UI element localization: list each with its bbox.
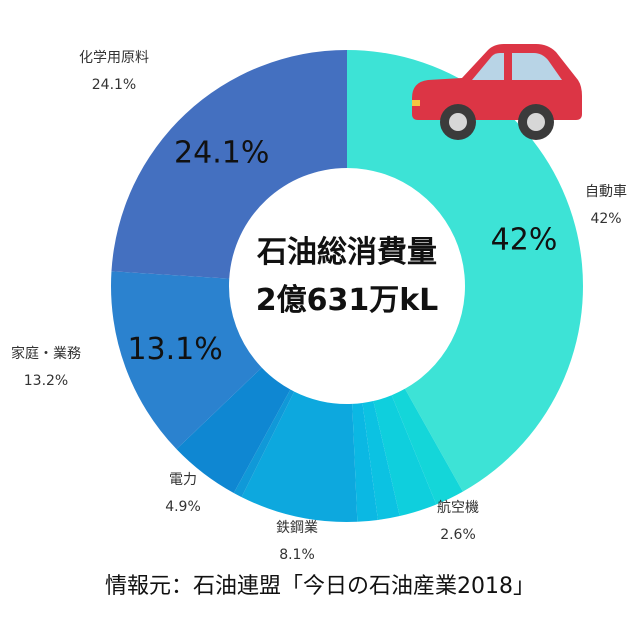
slice-9 [111,50,347,279]
slice-4 [352,402,378,522]
slices-group [111,50,583,522]
slice-name-7: 電力 [169,472,197,488]
labels-group: 42% 自動車 42% 航空機 2.6% 鉄鋼業 8.1% 電力 4.9% 13.1% 家庭・業務 1… [11,50,627,563]
slice-name-2: 航空機 [437,500,479,516]
slice-value-9: 24.1% [92,77,136,93]
slice-value-0: 42% [590,211,621,227]
slice-name-0: 自動車 [585,183,627,200]
source-caption: 情報元：石油連盟「今日の石油産業2018」 [105,574,535,599]
slice-name-5: 鉄鋼業 [276,520,318,536]
car-icon [412,44,582,140]
slice-3 [362,401,400,520]
slice-6 [233,389,295,498]
slice-5 [241,391,358,522]
slice-value-7: 4.9% [165,499,201,515]
slice-inner-label-9: 24.1% [174,136,269,171]
center-total: 2億631万kL [256,283,439,318]
slice-value-5: 8.1% [279,547,315,563]
slice-2 [373,395,437,517]
slice-0 [347,50,583,492]
center-title: 石油総消費量 [256,235,437,270]
slice-value-2: 2.6% [440,527,476,543]
slice-7 [176,367,291,494]
slice-value-8: 13.2% [24,373,68,389]
slice-inner-label-8: 13.1% [127,332,222,367]
slice-name-9: 化学用原料 [79,50,149,66]
slice-name-8: 家庭・業務 [11,345,81,362]
slice-8 [111,271,262,450]
slice-1 [391,388,463,505]
slice-inner-label-0: 42% [491,223,558,258]
